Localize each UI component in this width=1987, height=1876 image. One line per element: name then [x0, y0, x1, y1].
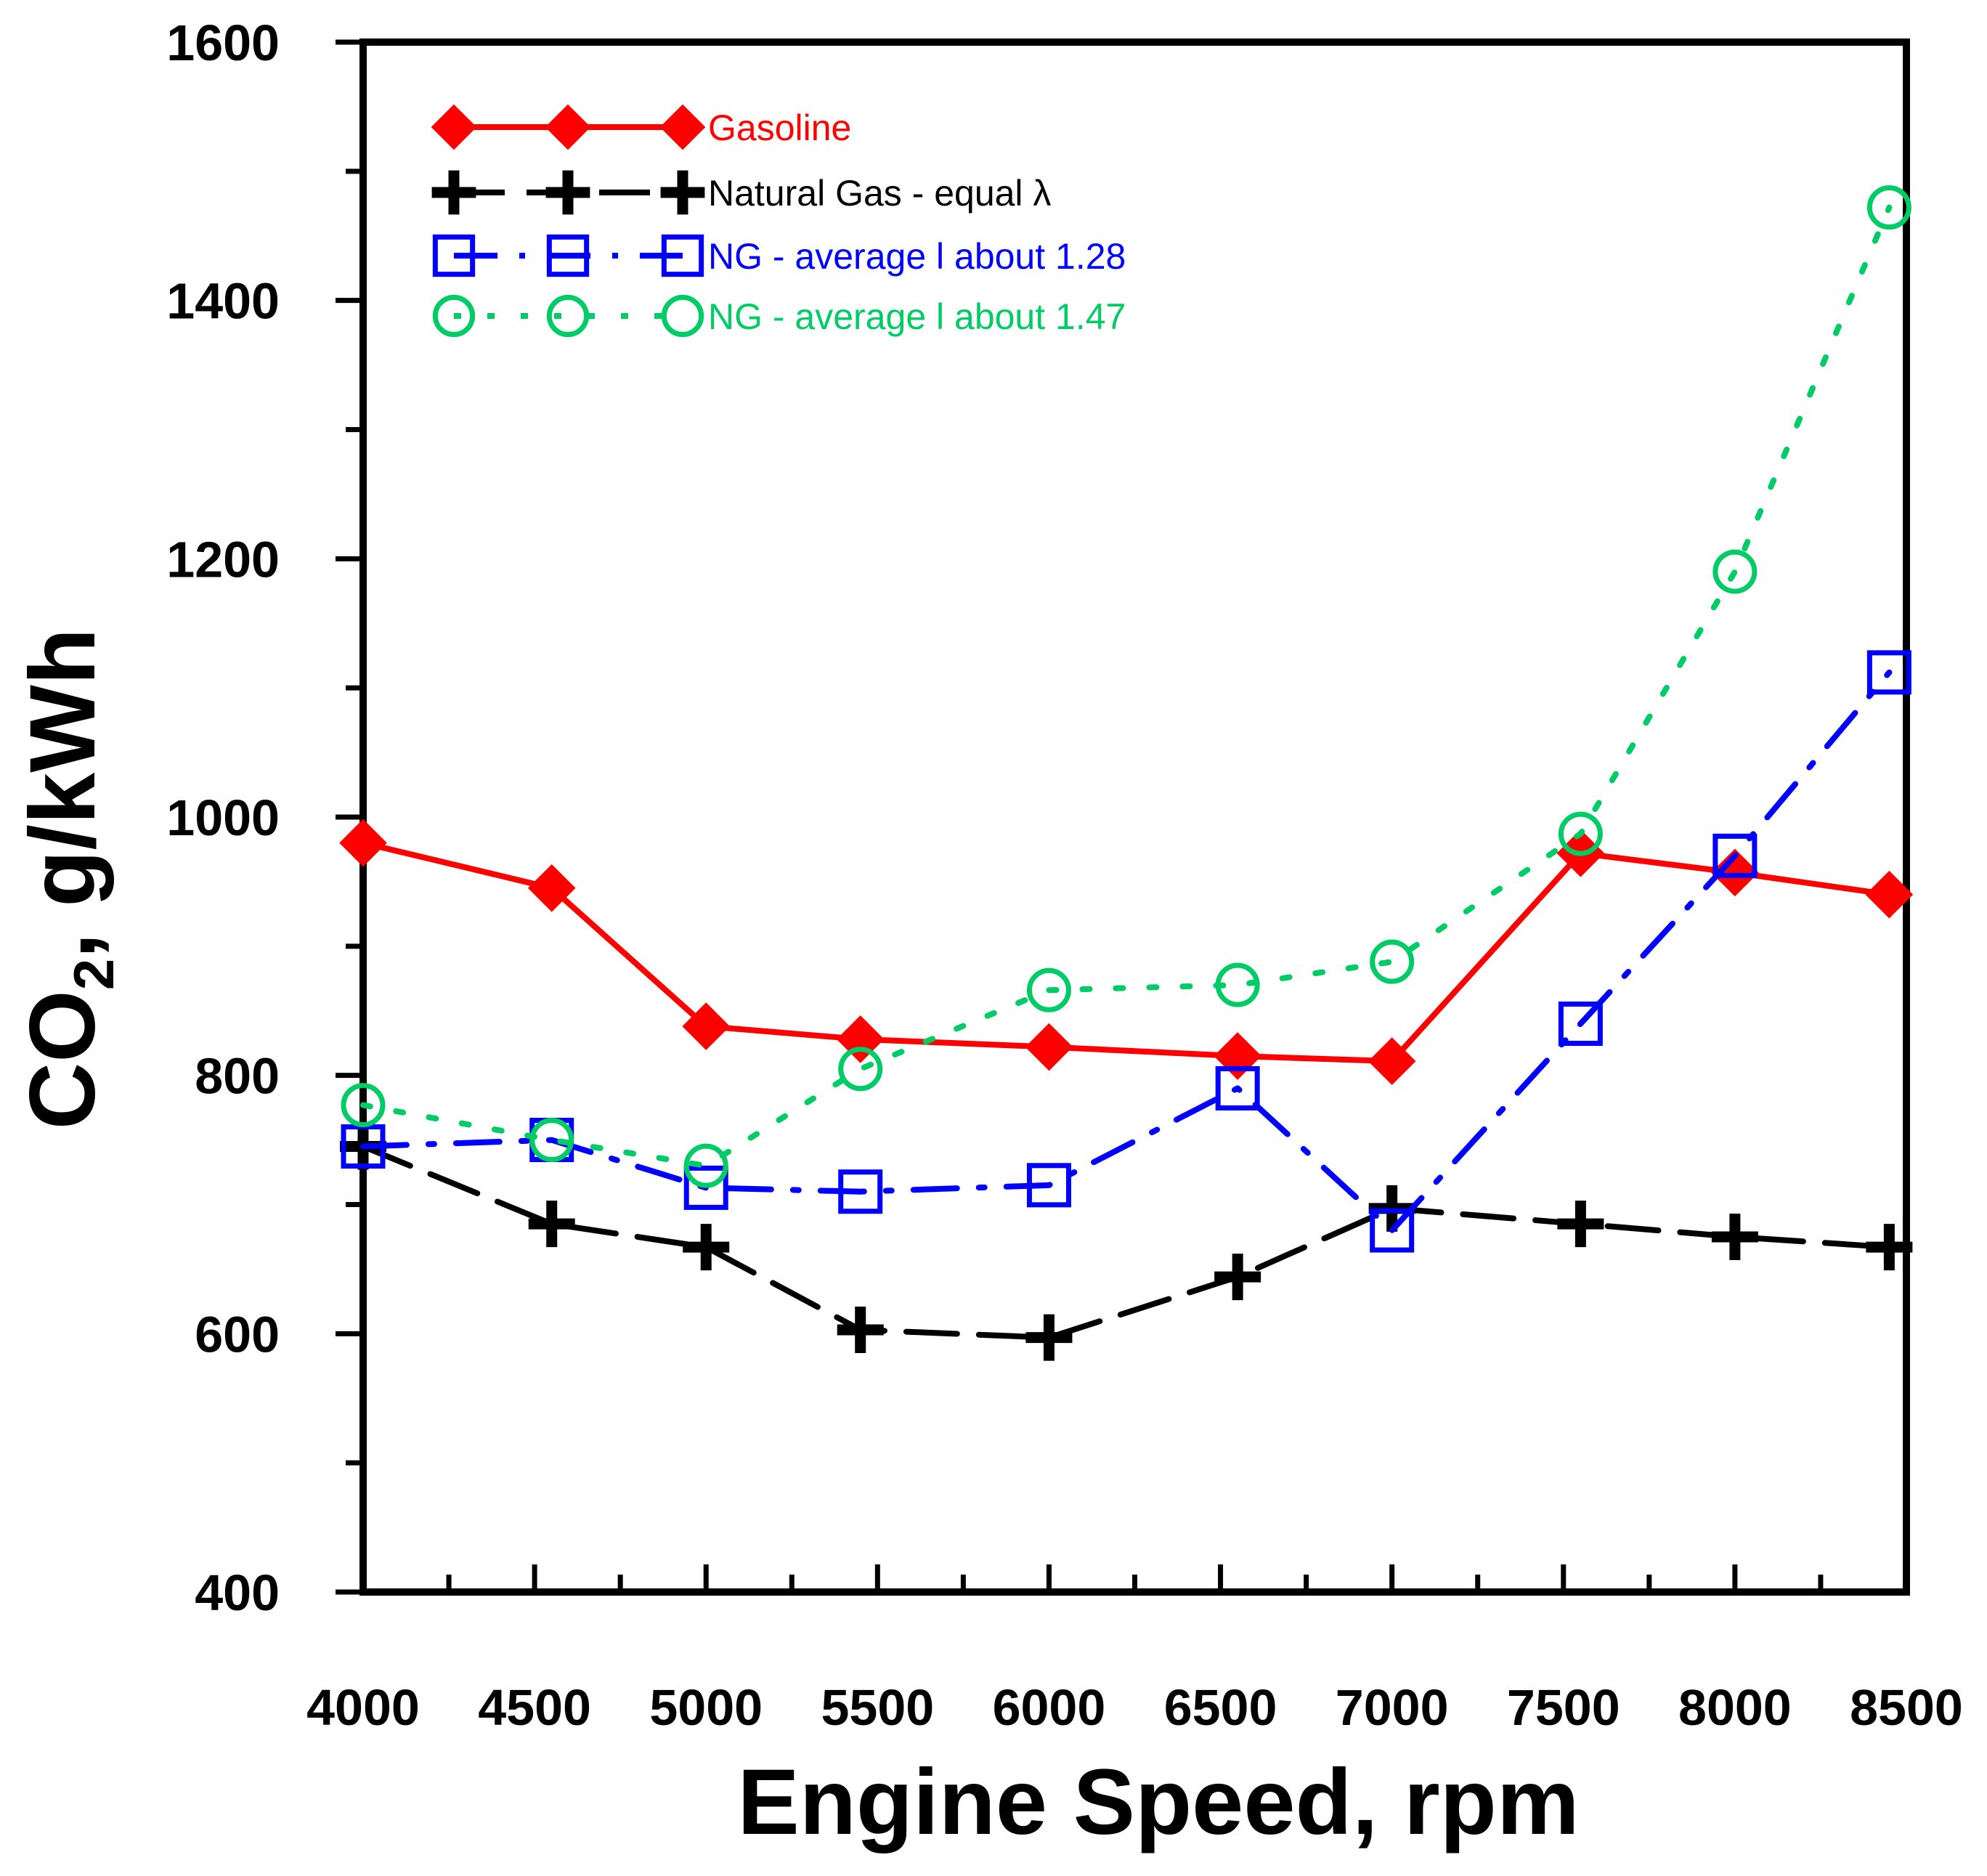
- data-point: [1368, 1037, 1416, 1085]
- data-point: [1026, 967, 1071, 1012]
- x-tick-label: 5000: [649, 1679, 763, 1736]
- data-point: [838, 1047, 883, 1092]
- data-point: [339, 819, 387, 867]
- legend-marker: [661, 234, 704, 277]
- legend-marker: [431, 104, 477, 150]
- x-tick-label: 8500: [1850, 1679, 1963, 1736]
- legend-label: NG - average l about 1.47: [708, 296, 1126, 337]
- series-line: [360, 204, 1893, 1169]
- data-point: [1712, 833, 1758, 878]
- data-point: [682, 1002, 731, 1050]
- x-tick-label: 8000: [1678, 1679, 1792, 1736]
- data-point: [1558, 811, 1603, 856]
- legend-entry: Natural Gas - equal λ: [431, 170, 1051, 215]
- series-3: [341, 650, 1911, 1253]
- legend-marker: [432, 234, 476, 277]
- data-point: [837, 1307, 884, 1353]
- data-point: [527, 864, 576, 912]
- data-point: [1866, 650, 1911, 695]
- legend-marker: [431, 170, 476, 215]
- y-axis-title-prefix: CO: [11, 990, 115, 1129]
- legend-label: NG - average l about 1.28: [708, 236, 1126, 277]
- series-line: [360, 840, 1893, 1065]
- data-point: [1214, 1254, 1261, 1301]
- data-point: [1865, 870, 1914, 919]
- series-2: [340, 1123, 1913, 1361]
- legend: Gasoline Natural Gas - equal λ NG - averag…: [431, 104, 1126, 338]
- axis-ticks: 4000 4500 5000 5500 6000 6500 7000 7500 8000 8500…: [166, 15, 1963, 1736]
- series-1: [339, 819, 1914, 1085]
- legend-marker: [545, 104, 591, 150]
- y-axis-title-suffix: , g/kWh: [11, 628, 115, 959]
- legend-marker: [660, 170, 705, 215]
- legend-marker: [659, 104, 706, 150]
- data-point: [1558, 1002, 1603, 1047]
- x-tick-label: 6000: [993, 1679, 1106, 1736]
- y-tick-label: 400: [195, 1564, 280, 1621]
- legend-entry: NG - average l about 1.47: [432, 294, 1126, 338]
- x-tick-label: 6500: [1164, 1679, 1277, 1736]
- data-point: [529, 1118, 574, 1163]
- legend-marker: [661, 294, 704, 338]
- data-point: [1215, 962, 1260, 1007]
- data-point: [1557, 1201, 1604, 1248]
- y-tick-label: 1400: [166, 273, 280, 330]
- data-point: [528, 1201, 575, 1248]
- legend-marker: [546, 234, 590, 277]
- data-point: [1370, 1208, 1415, 1253]
- legend-entry: NG - average l about 1.28: [432, 234, 1126, 277]
- data-point: [683, 1165, 728, 1210]
- data-point: [683, 1143, 728, 1188]
- y-axis-title: CO2, g/kWh: [11, 628, 126, 1129]
- series-4: [341, 185, 1911, 1188]
- x-tick-label: 7500: [1507, 1679, 1620, 1736]
- legend-marker: [546, 294, 590, 338]
- legend-label: Gasoline: [708, 107, 851, 148]
- series-line: [360, 1143, 1893, 1341]
- data-point: [1866, 1224, 1913, 1271]
- data-point: [1215, 1065, 1260, 1110]
- x-tick-label: 5500: [821, 1679, 934, 1736]
- data-point: [1370, 939, 1415, 984]
- x-tick-label: 4500: [478, 1679, 591, 1736]
- data-point: [1866, 185, 1911, 230]
- y-tick-label: 800: [195, 1048, 280, 1105]
- legend-label: Natural Gas - equal λ: [708, 173, 1051, 214]
- data-point: [1025, 1314, 1073, 1361]
- x-tick-label: 4000: [306, 1679, 420, 1736]
- series-layer: [339, 185, 1914, 1361]
- data-point: [1026, 1163, 1071, 1208]
- y-tick-label: 1600: [166, 15, 280, 71]
- data-point: [838, 1169, 883, 1214]
- plot-frame: [359, 38, 1910, 1596]
- data-point: [1711, 1213, 1758, 1260]
- data-point: [1025, 1023, 1073, 1071]
- series-line: [360, 669, 1893, 1234]
- data-point: [683, 1224, 730, 1271]
- y-axis-title-subscript: 2: [62, 959, 126, 990]
- data-point: [1712, 549, 1758, 594]
- data-point: [1711, 848, 1759, 897]
- legend-marker: [432, 294, 476, 338]
- y-tick-label: 1200: [166, 531, 280, 588]
- data-point: [1214, 1032, 1261, 1080]
- legend-marker: [545, 170, 590, 215]
- plot-border: [359, 38, 1910, 1596]
- x-tick-label: 7000: [1336, 1679, 1449, 1736]
- y-tick-label: 1000: [166, 789, 280, 846]
- data-point: [341, 1083, 386, 1128]
- x-axis-title: Engine Speed, rpm: [737, 1750, 1579, 1854]
- y-tick-label: 600: [195, 1306, 280, 1363]
- legend-entry: Gasoline: [431, 104, 851, 150]
